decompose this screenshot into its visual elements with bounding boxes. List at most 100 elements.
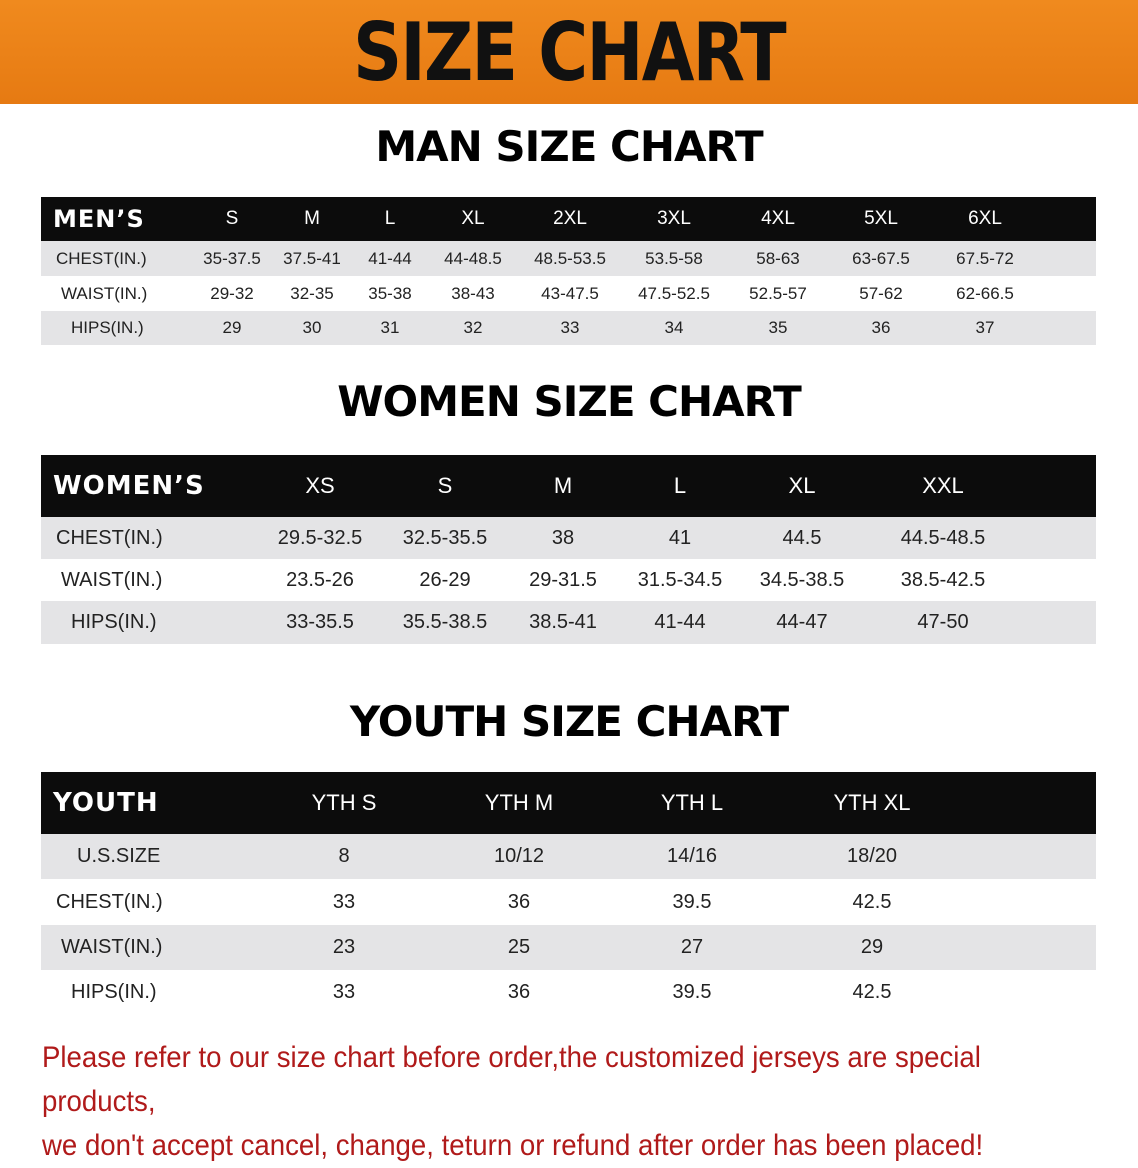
size-header: XS: [305, 473, 335, 498]
row-label: WAIST(IN.): [61, 283, 148, 303]
table-cell: 25: [507, 936, 531, 958]
youth-header-label: YOUTH: [53, 788, 159, 818]
table-cell: 39.5: [672, 981, 712, 1003]
size-header: YTH XL: [833, 790, 911, 815]
table-row: CHEST(IN.) 35-37.5 37.5-41 41-44 44-48.5 48.5…: [41, 241, 1096, 276]
men-header-row: MEN’S S M L XL 2XL 3XL 4XL 5XL 6XL: [41, 197, 1096, 241]
women-header-row: WOMEN’S XS S M L XL XXL: [41, 455, 1096, 517]
table-cell: 8: [338, 845, 350, 867]
table-cell: 31.5-34.5: [637, 568, 723, 591]
table-cell: 26-29: [419, 568, 471, 591]
size-header: 6XL: [968, 208, 1002, 229]
size-header: S: [437, 473, 453, 498]
size-header: M: [304, 208, 320, 229]
row-label: HIPS(IN.): [71, 981, 157, 1003]
size-header: XXL: [922, 473, 964, 498]
table-cell: 23: [332, 936, 356, 958]
table-row: HIPS(IN.) 29 30 31 32 33 34 35 36 37: [41, 311, 1096, 345]
table-cell: 38.5-42.5: [900, 568, 986, 591]
table-cell: 57-62: [859, 283, 903, 303]
men-header-label: MEN’S: [53, 205, 145, 233]
table-cell: 42.5: [852, 981, 892, 1003]
table-cell: 35-37.5: [203, 248, 261, 268]
notice-line-1: Please refer to our size chart before or…: [42, 1041, 981, 1118]
size-header: YTH S: [311, 790, 377, 815]
table-cell: 37: [975, 318, 995, 337]
table-cell: 39.5: [672, 890, 712, 913]
table-cell: 36: [871, 318, 891, 337]
row-label: CHEST(IN.): [56, 526, 163, 549]
table-cell: 47.5-52.5: [638, 283, 710, 303]
table-cell: 42.5: [852, 890, 892, 913]
size-header: 2XL: [553, 208, 587, 229]
size-header: XL: [788, 473, 816, 498]
table-cell: 36: [507, 981, 531, 1003]
notice-line-2: we don't accept cancel, change, teturn o…: [42, 1129, 984, 1162]
size-header: YTH L: [660, 790, 724, 815]
table-cell: 35-38: [368, 283, 412, 303]
size-header: 4XL: [761, 208, 795, 229]
table-cell: 43-47.5: [541, 283, 599, 303]
table-cell: 30: [302, 318, 322, 337]
table-cell: 33-35.5: [286, 611, 354, 633]
table-row: WAIST(IN.) 23.5-26 26-29 29-31.5 31.5-34.5 34…: [41, 559, 1096, 601]
size-header: XL: [461, 208, 485, 229]
table-cell: 33: [332, 890, 356, 913]
table-row: HIPS(IN.) 33-35.5 35.5-38.5 38.5-41 41-44 44-…: [41, 601, 1096, 644]
men-size-table: MEN’S S M L XL 2XL 3XL 4XL 5XL 6XL CHEST(IN.) 35-37…: [41, 197, 1096, 345]
table-row: CHEST(IN.) 33 36 39.5 42.5: [41, 879, 1096, 925]
table-cell: 29-31.5: [529, 568, 597, 591]
women-header-label: WOMEN’S: [53, 471, 205, 501]
women-size-table: WOMEN’S XS S M L XL XXL CHEST(IN.) 29.5-32.5 32.5…: [41, 455, 1096, 644]
table-cell: 53.5-58: [645, 248, 703, 268]
table-cell: 35.5-38.5: [402, 611, 488, 633]
table-cell: 37.5-41: [283, 248, 341, 268]
table-row: HIPS(IN.) 33 36 39.5 42.5: [41, 970, 1096, 1015]
table-cell: 29: [222, 318, 242, 337]
size-header: 5XL: [864, 208, 898, 229]
row-label: U.S.SIZE: [77, 845, 161, 867]
banner: SIZE CHART: [0, 0, 1138, 104]
table-cell: 38-43: [451, 283, 495, 303]
table-row: CHEST(IN.) 29.5-32.5 32.5-35.5 38 41 44.5 44.5…: [41, 517, 1096, 559]
table-cell: 31: [380, 318, 400, 337]
table-cell: 33: [560, 318, 580, 337]
youth-header-row: YOUTH YTH S YTH M YTH L YTH XL: [41, 772, 1096, 834]
table-row: WAIST(IN.) 29-32 32-35 35-38 38-43 43-47.5 47.…: [41, 276, 1096, 311]
table-cell: 32: [463, 318, 483, 337]
size-header: L: [384, 208, 396, 229]
youth-size-table: YOUTH YTH S YTH M YTH L YTH XL U.S.SIZE 8 10/12…: [41, 772, 1096, 1015]
row-label: HIPS(IN.): [71, 611, 157, 633]
men-section-title: MAN SIZE CHART: [375, 122, 763, 171]
table-cell: 44.5-48.5: [900, 526, 986, 549]
notice: Please refer to our size chart before or…: [42, 1036, 1036, 1168]
banner-title: SIZE CHART: [353, 6, 787, 99]
table-cell: 29: [860, 936, 884, 958]
size-header: M: [553, 473, 573, 498]
table-cell: 63-67.5: [852, 248, 910, 268]
row-label: WAIST(IN.): [61, 936, 163, 958]
table-cell: 33: [332, 981, 356, 1003]
table-cell: 44.5: [782, 526, 822, 549]
table-cell: 62-66.5: [956, 283, 1014, 303]
row-label: CHEST(IN.): [56, 890, 163, 913]
table-cell: 18/20: [846, 845, 898, 867]
table-cell: 10/12: [493, 845, 545, 867]
table-cell: 48.5-53.5: [534, 248, 606, 268]
table-cell: 35: [768, 318, 788, 337]
youth-section-title: YOUTH SIZE CHART: [349, 697, 789, 746]
table-cell: 67.5-72: [956, 248, 1014, 268]
table-cell: 23.5-26: [286, 568, 354, 591]
table-cell: 27: [680, 936, 704, 958]
size-header: YTH M: [484, 790, 554, 815]
table-cell: 32-35: [290, 283, 334, 303]
table-cell: 34: [664, 318, 684, 337]
table-cell: 14/16: [666, 845, 718, 867]
table-cell: 41-44: [368, 248, 412, 268]
table-cell: 29-32: [210, 283, 254, 303]
table-row: U.S.SIZE 8 10/12 14/16 18/20: [41, 834, 1096, 879]
row-label: CHEST(IN.): [56, 248, 147, 268]
size-header: S: [225, 208, 239, 229]
table-cell: 47-50: [917, 611, 969, 633]
table-cell: 41-44: [654, 611, 706, 633]
